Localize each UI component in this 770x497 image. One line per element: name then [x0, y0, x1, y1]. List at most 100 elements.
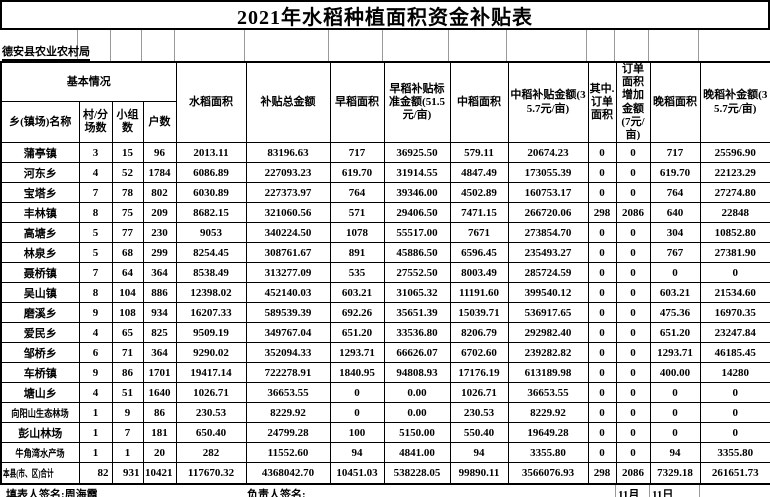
value-cell[interactable]: 825: [142, 322, 177, 344]
township-name-cell[interactable]: 高塘乡: [0, 222, 80, 244]
value-cell[interactable]: 31914.55: [383, 162, 451, 184]
value-cell[interactable]: 64: [111, 262, 144, 284]
value-cell[interactable]: 0: [699, 262, 770, 284]
value-cell[interactable]: 651.20: [329, 322, 385, 344]
total-value-cell[interactable]: 117670.32: [175, 462, 247, 485]
total-value-cell[interactable]: 298: [587, 462, 617, 485]
value-cell[interactable]: 94: [649, 442, 701, 464]
value-cell[interactable]: 230.53: [175, 402, 247, 424]
value-cell[interactable]: 640: [649, 202, 701, 224]
value-cell[interactable]: 2013.11: [175, 142, 247, 164]
value-cell[interactable]: 764: [649, 182, 701, 204]
value-cell[interactable]: 5150.00: [383, 422, 451, 444]
value-cell[interactable]: 235493.27: [507, 242, 589, 264]
value-cell[interactable]: 0: [587, 442, 617, 464]
value-cell[interactable]: 22123.29: [699, 162, 770, 184]
value-cell[interactable]: 767: [649, 242, 701, 264]
value-cell[interactable]: 0: [587, 142, 617, 164]
empty-cell[interactable]: [245, 30, 329, 61]
value-cell[interactable]: 1293.71: [649, 342, 701, 364]
total-value-cell[interactable]: 82: [78, 462, 113, 485]
value-cell[interactable]: 0: [615, 342, 651, 364]
value-cell[interactable]: 8254.45: [175, 242, 247, 264]
value-cell[interactable]: 1: [78, 402, 113, 424]
value-cell[interactable]: 0: [615, 162, 651, 184]
value-cell[interactable]: 0: [615, 302, 651, 324]
value-cell[interactable]: 0: [587, 322, 617, 344]
value-cell[interactable]: 33536.80: [383, 322, 451, 344]
value-cell[interactable]: 86: [111, 362, 144, 384]
value-cell[interactable]: 651.20: [649, 322, 701, 344]
value-cell[interactable]: 21534.60: [699, 282, 770, 304]
value-cell[interactable]: 68: [111, 242, 144, 264]
value-cell[interactable]: 891: [329, 242, 385, 264]
empty-cell[interactable]: [175, 30, 245, 61]
value-cell[interactable]: 7671: [449, 222, 509, 244]
value-cell[interactable]: 5: [78, 242, 113, 264]
value-cell[interactable]: 3355.80: [507, 442, 589, 464]
value-cell[interactable]: 66626.07: [383, 342, 451, 364]
total-value-cell[interactable]: 7329.18: [649, 462, 701, 485]
value-cell[interactable]: 15039.71: [449, 302, 509, 324]
value-cell[interactable]: 8: [78, 282, 113, 304]
value-cell[interactable]: 27274.80: [699, 182, 770, 204]
value-cell[interactable]: 304: [649, 222, 701, 244]
value-cell[interactable]: 340224.50: [245, 222, 331, 244]
filler-signature[interactable]: 填表人签名:周海霞: [6, 488, 98, 497]
value-cell[interactable]: 23247.84: [699, 322, 770, 344]
value-cell[interactable]: 0: [699, 422, 770, 444]
value-cell[interactable]: 230.53: [449, 402, 509, 424]
value-cell[interactable]: 0: [587, 402, 617, 424]
value-cell[interactable]: 0: [615, 322, 651, 344]
value-cell[interactable]: 266720.06: [507, 202, 589, 224]
value-cell[interactable]: 3: [78, 142, 113, 164]
value-cell[interactable]: 8206.79: [449, 322, 509, 344]
total-value-cell[interactable]: 3566076.93: [507, 462, 589, 485]
value-cell[interactable]: 1293.71: [329, 342, 385, 364]
value-cell[interactable]: 35651.39: [383, 302, 451, 324]
value-cell[interactable]: 285724.59: [507, 262, 589, 284]
value-cell[interactable]: 227373.97: [245, 182, 331, 204]
value-cell[interactable]: 603.21: [649, 282, 701, 304]
value-cell[interactable]: 36925.50: [383, 142, 451, 164]
value-cell[interactable]: 5: [78, 222, 113, 244]
value-cell[interactable]: 886: [142, 282, 177, 304]
value-cell[interactable]: 550.40: [449, 422, 509, 444]
value-cell[interactable]: 8: [78, 202, 113, 224]
value-cell[interactable]: 1640: [142, 382, 177, 404]
township-name-cell[interactable]: 爱民乡: [0, 322, 80, 344]
value-cell[interactable]: 349767.04: [245, 322, 331, 344]
value-cell[interactable]: 0: [615, 422, 651, 444]
value-cell[interactable]: 4: [78, 162, 113, 184]
bureau-row[interactable]: 德安县农业农村局: [0, 30, 770, 61]
township-name-cell[interactable]: 林泉乡: [0, 242, 80, 264]
value-cell[interactable]: 1701: [142, 362, 177, 384]
value-cell[interactable]: 1026.71: [175, 382, 247, 404]
value-cell[interactable]: 0: [587, 222, 617, 244]
value-cell[interactable]: 27381.90: [699, 242, 770, 264]
value-cell[interactable]: 83196.63: [245, 142, 331, 164]
value-cell[interactable]: 78: [111, 182, 144, 204]
empty-cell[interactable]: [0, 30, 78, 61]
value-cell[interactable]: 181: [142, 422, 177, 444]
value-cell[interactable]: 0: [587, 242, 617, 264]
township-name-cell[interactable]: 吴山镇: [0, 282, 80, 304]
header-late-area[interactable]: 晚稻面积: [649, 61, 701, 144]
value-cell[interactable]: 1026.71: [449, 382, 509, 404]
value-cell[interactable]: 7: [78, 182, 113, 204]
value-cell[interactable]: 19649.28: [507, 422, 589, 444]
value-cell[interactable]: 364: [142, 262, 177, 284]
value-cell[interactable]: 227093.23: [245, 162, 331, 184]
value-cell[interactable]: 104: [111, 282, 144, 304]
header-household-count[interactable]: 户数: [142, 101, 177, 144]
value-cell[interactable]: 0: [699, 402, 770, 424]
value-cell[interactable]: 589539.39: [245, 302, 331, 324]
value-cell[interactable]: 0: [699, 382, 770, 404]
value-cell[interactable]: 71: [111, 342, 144, 364]
value-cell[interactable]: 717: [649, 142, 701, 164]
value-cell[interactable]: 0: [615, 362, 651, 384]
value-cell[interactable]: 0: [649, 402, 701, 424]
value-cell[interactable]: 6086.89: [175, 162, 247, 184]
day-cell[interactable]: 11日: [652, 488, 674, 497]
value-cell[interactable]: 9: [78, 362, 113, 384]
